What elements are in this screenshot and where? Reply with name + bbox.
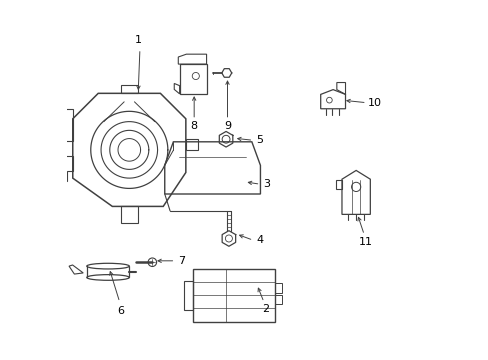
Text: 11: 11 xyxy=(358,237,372,247)
Text: 2: 2 xyxy=(262,304,269,314)
Text: 8: 8 xyxy=(190,121,197,131)
Text: 7: 7 xyxy=(178,256,185,266)
Text: 5: 5 xyxy=(256,135,263,145)
Text: 6: 6 xyxy=(117,306,123,316)
Text: 10: 10 xyxy=(367,98,381,108)
Text: 9: 9 xyxy=(224,121,230,131)
Text: 4: 4 xyxy=(256,235,263,245)
Text: 3: 3 xyxy=(263,179,269,189)
Text: 1: 1 xyxy=(134,35,142,45)
